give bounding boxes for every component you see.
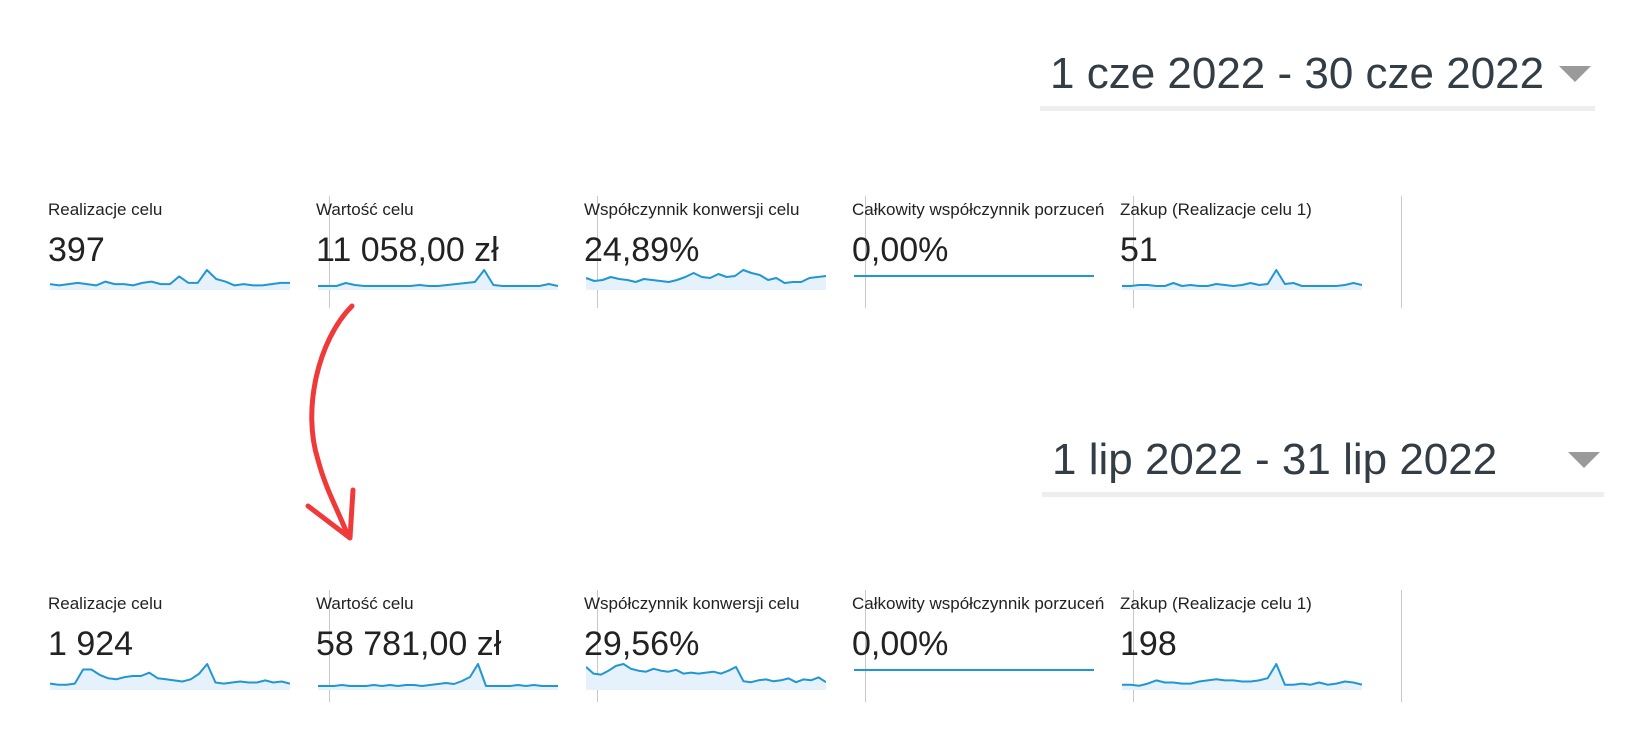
metric-value: 29,56% xyxy=(584,625,700,663)
sparkline-line xyxy=(1122,663,1362,687)
sparkline-line xyxy=(586,663,826,684)
date-range-selector-july[interactable]: 1 lip 2022 - 31 lip 2022 xyxy=(1042,432,1604,497)
metric-label: Współczynnik konwersji celu xyxy=(584,200,800,219)
sparkline-line xyxy=(50,269,290,287)
metric-purchase-goal-1[interactable]: Zakup (Realizacje celu 1) 198 xyxy=(1120,590,1402,702)
metric-label: Wartość celu xyxy=(316,200,414,219)
triangle-down-icon[interactable] xyxy=(1568,452,1600,468)
sparkline-chart xyxy=(586,663,826,690)
sparkline-area xyxy=(586,664,826,690)
sparkline-area xyxy=(586,270,826,290)
sparkline-chart xyxy=(318,269,558,290)
metric-purchase-goal-1[interactable]: Zakup (Realizacje celu 1) 51 xyxy=(1120,196,1402,308)
sparkline-line xyxy=(318,663,558,687)
date-range-selector-june[interactable]: 1 cze 2022 - 30 cze 2022 xyxy=(1040,46,1595,111)
sparkline-area xyxy=(50,270,290,290)
metric-value: 0,00% xyxy=(852,625,949,663)
metric-label: Zakup (Realizacje celu 1) xyxy=(1120,200,1312,219)
metric-goal-conversion-rate[interactable]: Współczynnik konwersji celu 24,89% xyxy=(584,196,866,308)
metric-divider xyxy=(865,590,866,702)
metric-label: Zakup (Realizacje celu 1) xyxy=(1120,594,1312,613)
metric-label: Współczynnik konwersji celu xyxy=(584,594,800,613)
metric-divider xyxy=(865,196,866,308)
metric-label: Realizacje celu xyxy=(48,594,163,613)
metrics-row-june: Realizacje celu 397 Wartość celu 11 058,… xyxy=(48,196,1448,308)
sparkline-chart xyxy=(1122,269,1362,290)
metric-divider xyxy=(597,590,598,702)
sparkline-line xyxy=(318,269,558,287)
metric-total-abandonment-rate[interactable]: Całkowity współczynnik porzuceń 0,00% xyxy=(852,196,1134,308)
metric-value: 58 781,00 zł xyxy=(316,625,502,663)
metric-goal-conversion-rate[interactable]: Współczynnik konwersji celu 29,56% xyxy=(584,590,866,702)
metric-goal-completions[interactable]: Realizacje celu 1 924 xyxy=(48,590,330,702)
metrics-row-july: Realizacje celu 1 924 Wartość celu 58 78… xyxy=(48,590,1448,702)
metric-divider xyxy=(1401,196,1402,308)
date-range-text: 1 cze 2022 - 30 cze 2022 xyxy=(1050,49,1545,98)
sparkline-chart xyxy=(50,269,290,290)
curved-arrow-icon xyxy=(305,303,356,541)
metric-divider xyxy=(1133,196,1134,308)
metric-value: 24,89% xyxy=(584,231,700,269)
triangle-down-icon[interactable] xyxy=(1559,66,1591,82)
sparkline-chart xyxy=(854,275,1094,277)
sparkline-chart xyxy=(854,669,1094,671)
metric-total-abandonment-rate[interactable]: Całkowity współczynnik porzuceń 0,00% xyxy=(852,590,1134,702)
metric-value: 198 xyxy=(1120,625,1177,663)
metric-label: Całkowity współczynnik porzuceń xyxy=(852,200,1105,219)
sparkline-line xyxy=(50,663,290,686)
metric-label: Wartość celu xyxy=(316,594,414,613)
metric-divider xyxy=(329,590,330,702)
sparkline-chart xyxy=(1122,663,1362,690)
metric-value: 51 xyxy=(1120,231,1158,269)
metric-value: 1 924 xyxy=(48,625,134,663)
metric-label: Całkowity współczynnik porzuceń xyxy=(852,594,1105,613)
metric-goal-value[interactable]: Wartość celu 11 058,00 zł xyxy=(316,196,598,308)
metric-value: 11 058,00 zł xyxy=(316,231,499,269)
metric-value: 0,00% xyxy=(852,231,949,269)
sparkline-chart xyxy=(318,663,558,690)
date-range-text: 1 lip 2022 - 31 lip 2022 xyxy=(1052,435,1498,484)
metric-divider xyxy=(329,196,330,308)
sparkline-area xyxy=(50,664,290,690)
metric-label: Realizacje celu xyxy=(48,200,163,219)
metric-divider xyxy=(1401,590,1402,702)
metric-divider xyxy=(597,196,598,308)
sparkline-line xyxy=(1122,269,1362,287)
metric-value: 397 xyxy=(48,231,105,269)
sparkline-chart xyxy=(50,663,290,690)
sparkline-line xyxy=(586,269,826,284)
metric-goal-value[interactable]: Wartość celu 58 781,00 zł xyxy=(316,590,598,702)
metric-goal-completions[interactable]: Realizacje celu 397 xyxy=(48,196,330,308)
metric-divider xyxy=(1133,590,1134,702)
sparkline-area xyxy=(1122,664,1362,690)
sparkline-chart xyxy=(586,269,826,290)
